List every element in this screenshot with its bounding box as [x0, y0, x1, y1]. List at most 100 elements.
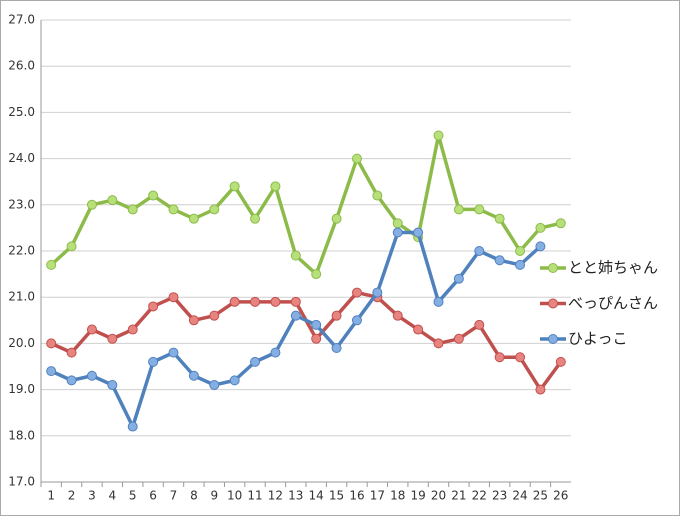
y-tick-label: 27.0	[8, 13, 35, 27]
data-point	[107, 379, 118, 390]
data-point	[555, 356, 566, 367]
data-point	[148, 356, 159, 367]
y-tick-label: 25.0	[8, 105, 35, 119]
y-tick-label: 24.0	[8, 151, 35, 165]
data-point	[453, 204, 464, 215]
data-point	[515, 246, 526, 256]
legend-marker	[548, 298, 558, 309]
legend-marker	[548, 334, 558, 344]
x-tick-label: 21	[451, 489, 466, 503]
x-tick-label: 9	[210, 489, 218, 503]
data-point	[46, 259, 57, 270]
x-tick-label: 11	[247, 489, 262, 503]
data-point	[392, 218, 403, 229]
data-point	[515, 352, 526, 363]
x-tick-label: 15	[329, 489, 344, 503]
y-tick-label: 20.0	[8, 336, 35, 350]
data-point	[555, 218, 566, 229]
x-tick-label: 3	[88, 489, 96, 503]
data-point	[127, 204, 138, 215]
y-tick-label: 17.0	[8, 475, 35, 489]
data-point	[433, 296, 444, 307]
data-point	[270, 181, 281, 192]
data-point	[66, 241, 77, 252]
data-point	[311, 319, 322, 330]
data-point	[494, 213, 505, 224]
data-point	[107, 195, 118, 206]
x-tick-label: 4	[109, 489, 117, 503]
x-tick-label: 19	[410, 489, 425, 503]
data-point	[413, 227, 424, 238]
x-tick-label: 20	[431, 489, 446, 503]
data-point	[351, 153, 362, 164]
data-point	[148, 301, 159, 312]
y-tick-label: 26.0	[8, 59, 35, 73]
legend-label: とと姉ちゃん	[568, 259, 658, 277]
data-point	[86, 324, 97, 335]
x-tick-label: 14	[309, 489, 324, 503]
data-point	[209, 310, 220, 321]
x-tick-label: 1	[47, 489, 55, 503]
data-point	[229, 375, 240, 386]
data-point	[250, 213, 261, 224]
data-point	[209, 204, 220, 215]
x-tick-label: 16	[349, 489, 364, 503]
x-tick-label: 8	[190, 489, 198, 503]
data-point	[413, 324, 424, 335]
x-tick-label: 17	[370, 489, 385, 503]
data-point	[311, 269, 322, 280]
data-point	[209, 379, 220, 390]
data-point	[127, 324, 138, 335]
data-point	[351, 315, 362, 326]
data-point	[535, 222, 546, 233]
data-point	[66, 347, 77, 358]
data-point	[433, 130, 444, 141]
data-point	[290, 296, 301, 307]
data-point	[474, 319, 485, 330]
y-tick-label: 22.0	[8, 244, 35, 258]
data-point	[433, 338, 444, 349]
x-tick-label: 26	[553, 489, 568, 503]
data-point	[372, 190, 383, 201]
data-point	[392, 227, 403, 238]
data-point	[46, 366, 57, 377]
data-point	[250, 296, 261, 307]
data-point	[474, 204, 485, 215]
legend-label: べっぴんさん	[568, 294, 658, 312]
x-tick-label: 5	[129, 489, 137, 503]
data-point	[188, 370, 199, 381]
data-point	[229, 181, 240, 192]
x-tick-label: 7	[170, 489, 178, 503]
data-point	[86, 370, 97, 381]
data-point	[168, 204, 179, 215]
data-point	[270, 296, 281, 307]
data-point	[372, 287, 383, 298]
x-tick-label: 24	[512, 489, 527, 503]
data-point	[392, 310, 403, 321]
data-point	[535, 384, 546, 395]
legend-label: ひよっこ	[568, 330, 628, 348]
y-tick-label: 19.0	[8, 382, 35, 396]
data-point	[188, 315, 199, 326]
data-point	[188, 213, 199, 224]
data-point	[331, 310, 342, 321]
x-tick-label: 12	[268, 489, 283, 503]
data-point	[331, 213, 342, 224]
y-tick-label: 18.0	[8, 428, 35, 442]
x-tick-label: 10	[227, 489, 242, 503]
x-tick-label: 13	[288, 489, 303, 503]
data-point	[494, 255, 505, 266]
data-point	[453, 273, 464, 284]
data-point	[168, 292, 179, 303]
data-point	[351, 287, 362, 298]
x-tick-label: 25	[533, 489, 548, 503]
data-point	[107, 333, 118, 344]
x-tick-label: 23	[492, 489, 507, 503]
data-point	[331, 343, 342, 354]
data-point	[290, 250, 301, 261]
data-point	[250, 356, 261, 367]
data-point	[229, 296, 240, 307]
data-point	[474, 246, 485, 256]
